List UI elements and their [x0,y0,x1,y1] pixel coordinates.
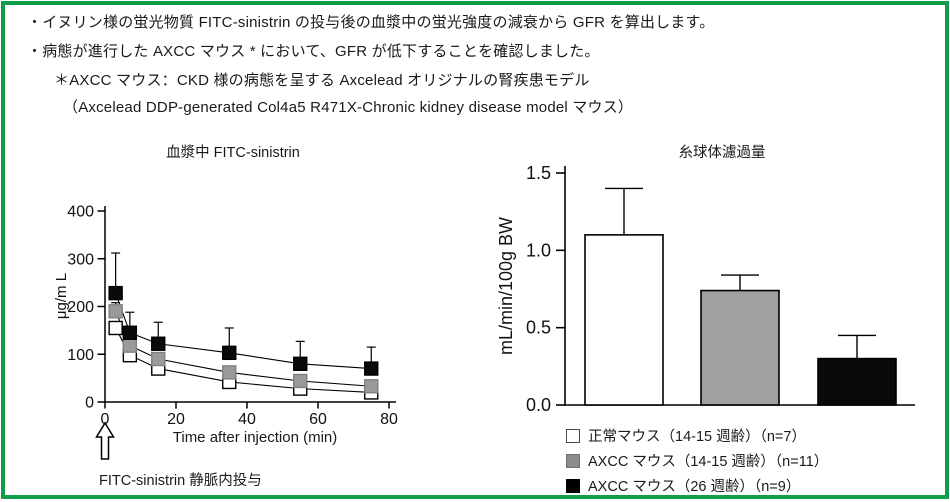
line-chart-title: 血漿中 FITC-sinistrin [166,145,300,161]
legend: 正常マウス（14-15 週齢）（n=7） AXCC マウス（14-15 週齢）（… [566,427,828,502]
injection-annotation: FITC-sinistrin 静脈内投与 [99,473,262,489]
legend-label: AXCC マウス（26 週齢）（n=9） [588,479,801,495]
bar-chart-title: 糸球体濾過量 [678,145,766,161]
svg-text:60: 60 [309,411,327,428]
description-line-2: ・病態が進行した AXCC マウス * において、GFR が低下することを確認し… [27,43,600,60]
legend-swatch-white [566,428,580,443]
svg-text:1.5: 1.5 [526,163,551,183]
line-chart-x-axis-label: Time after injection (min) [172,429,338,446]
svg-text:200: 200 [67,299,94,316]
description-line-1: ・イヌリン様の蛍光物質 FITC-sinistrin の投与後の血漿中の蛍光強度… [27,14,715,31]
legend-item-normal-mouse: 正常マウス（14-15 週齢）（n=7） [566,427,828,445]
footnote-line-2: （Axcelead DDP-generated Col4a5 R471X-Chr… [63,99,634,116]
footnote-line-1: ＊AXCC マウス：CKD 様の病態を呈する Axcelead オリジナルの腎疾… [54,72,590,89]
legend-swatch-black [566,478,580,493]
legend-label: 正常マウス（14-15 週齢）（n=7） [588,429,806,445]
legend-item-axcc-26: AXCC マウス（26 週齢）（n=9） [566,477,828,495]
svg-text:μg/m L: μg/m L [53,273,70,319]
svg-text:0: 0 [85,395,94,412]
svg-text:40: 40 [238,411,256,428]
legend-item-axcc-14-15: AXCC マウス（14-15 週齢）（n=11） [566,452,829,470]
legend-swatch-gray [566,453,580,468]
svg-text:20: 20 [167,411,185,428]
svg-text:1.0: 1.0 [526,240,551,260]
svg-text:0.0: 0.0 [526,395,551,415]
svg-text:300: 300 [67,251,94,268]
svg-text:0.5: 0.5 [526,318,551,338]
svg-text:100: 100 [67,347,94,364]
legend-label: AXCC マウス（14-15 週齢）（n=11） [588,454,829,470]
svg-text:0: 0 [101,411,110,428]
svg-text:80: 80 [380,411,398,428]
svg-text:mL/min/100g BW: mL/min/100g BW [496,217,516,355]
svg-text:400: 400 [67,204,94,221]
